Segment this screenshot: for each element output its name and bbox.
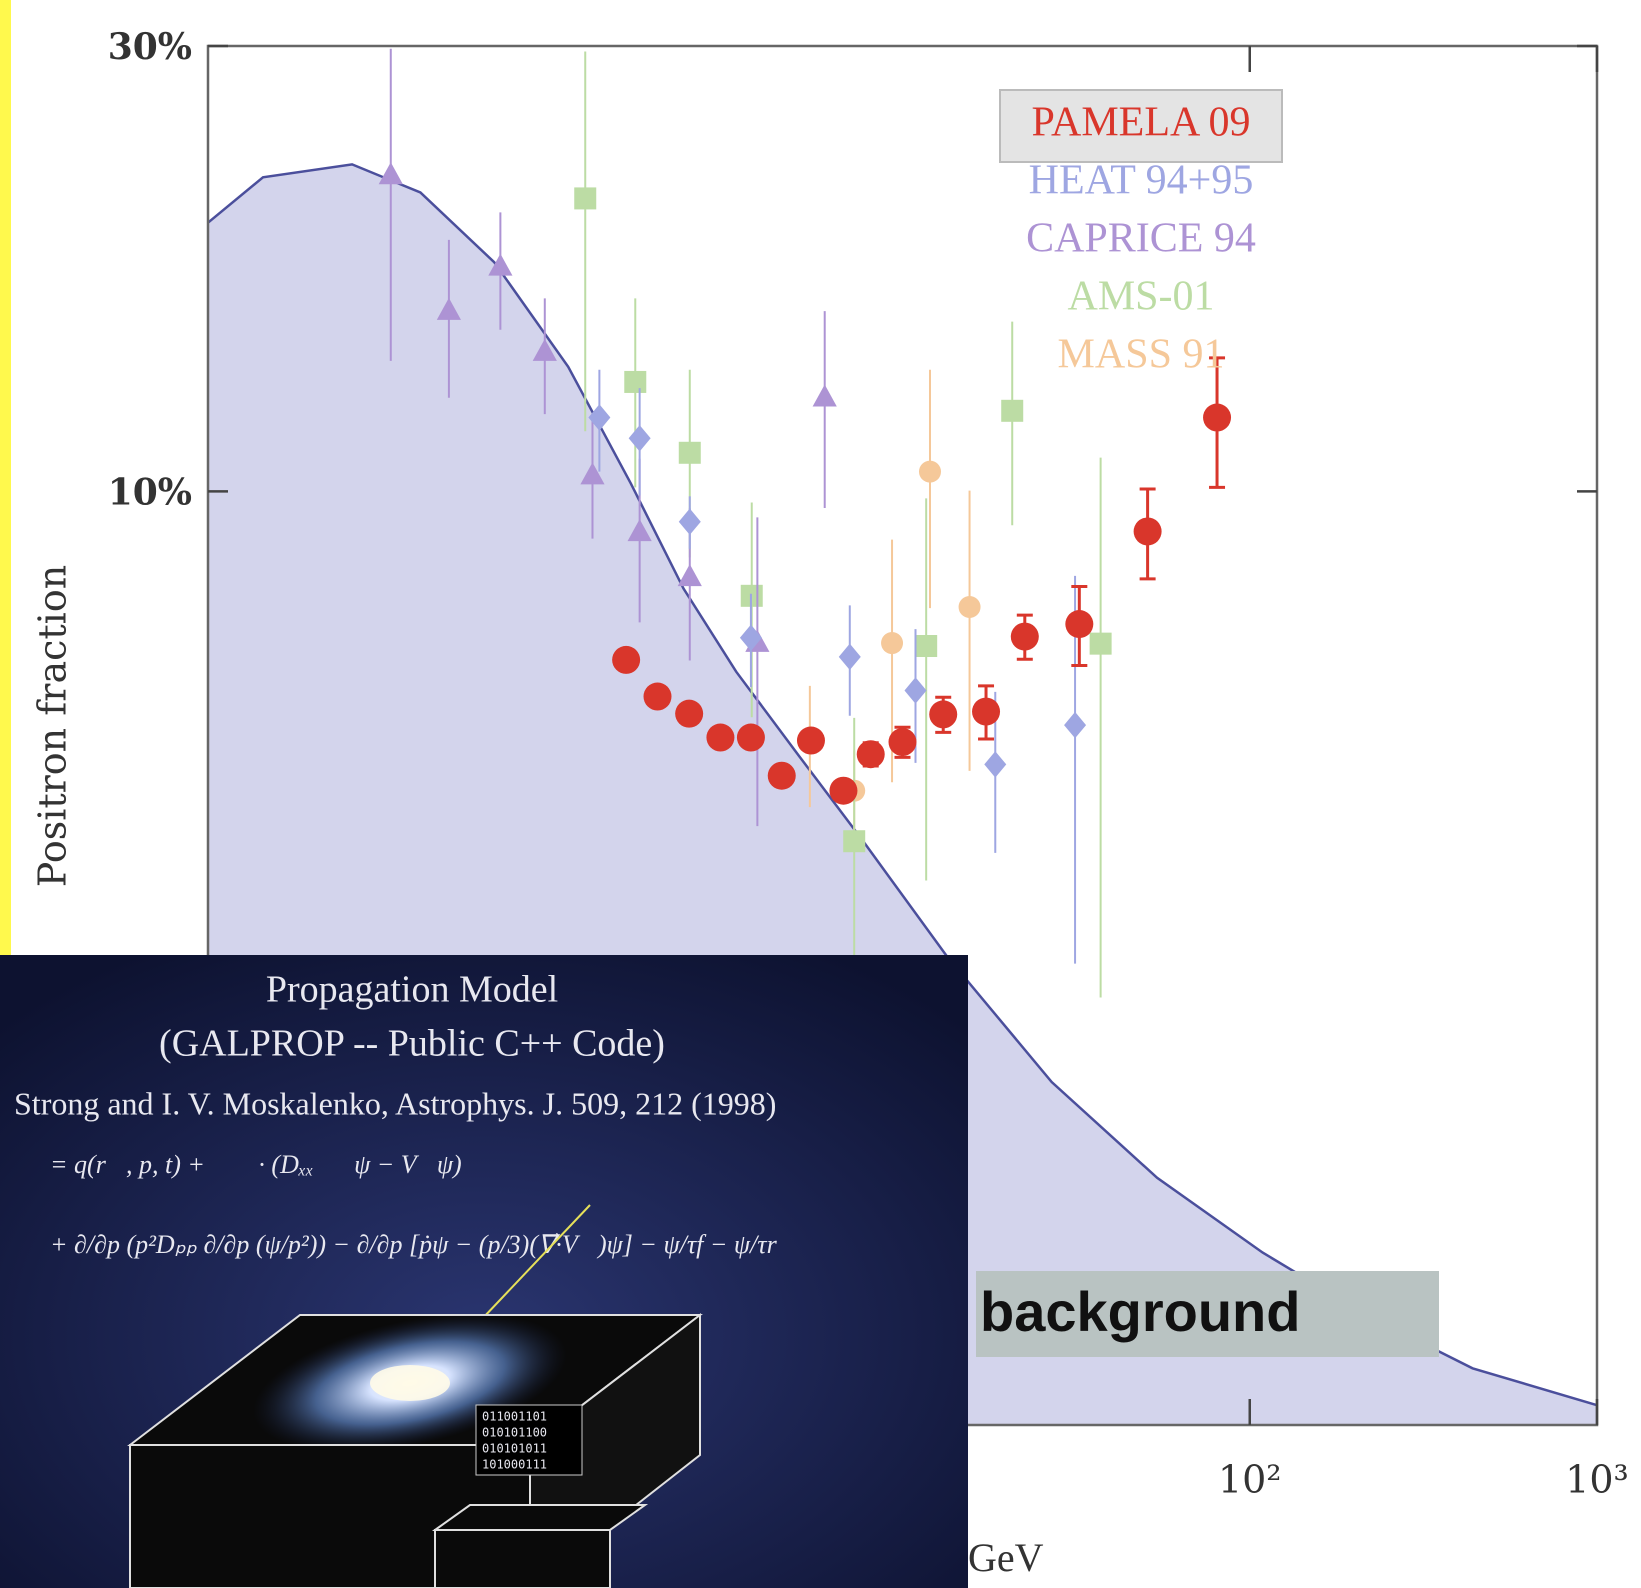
inset-citation: Strong and I. V. Moskalenko, Astrophys. … <box>14 1085 776 1121</box>
legend-label: PAMELA 09 <box>1031 100 1250 146</box>
inset-title: Propagation Model <box>266 969 558 1011</box>
y-tick-label: 30% <box>108 26 192 68</box>
marker <box>644 683 672 711</box>
marker <box>624 371 646 393</box>
marker <box>1090 633 1112 655</box>
binary-line: 101000111 <box>482 1458 547 1472</box>
x-tick-label: 10³ <box>1565 1458 1629 1502</box>
marker <box>889 728 917 756</box>
x-tick-label: 10² <box>1218 1458 1282 1502</box>
marker <box>984 751 1006 777</box>
x-axis-label: GeV <box>968 1535 1044 1580</box>
legend-label: AMS-01 <box>1067 274 1214 320</box>
marker <box>675 700 703 728</box>
annotation-label: background <box>980 1280 1300 1343</box>
marker <box>929 700 957 728</box>
galprop-inset: Propagation Model (GALPROP -- Public C++… <box>0 955 968 1588</box>
marker <box>379 162 403 184</box>
marker <box>813 385 837 407</box>
binary-line: 011001101 <box>482 1410 547 1424</box>
marker <box>797 727 825 755</box>
galaxy-core <box>370 1365 450 1401</box>
binary-line: 010101011 <box>482 1442 547 1456</box>
marker <box>768 762 796 790</box>
marker <box>1134 517 1162 545</box>
box-small <box>435 1530 610 1588</box>
marker <box>1065 610 1093 638</box>
marker <box>1011 623 1039 651</box>
marker <box>915 635 937 657</box>
marker <box>574 187 596 209</box>
marker <box>829 777 857 805</box>
legend-label: CAPRICE 94 <box>1026 216 1256 262</box>
marker <box>843 830 865 852</box>
marker <box>612 646 640 674</box>
equation-line: = q(r⃗, p, t) + ∇⃗ · (Dₓₓ∇⃗ψ − V⃗ψ) <box>50 1150 462 1179</box>
marker <box>679 442 701 464</box>
y-axis-label: Positron fraction <box>31 565 75 887</box>
marker <box>629 425 651 451</box>
marker <box>706 724 734 752</box>
marker <box>1001 400 1023 422</box>
marker <box>857 740 885 768</box>
legend-label: MASS 91 <box>1058 332 1225 378</box>
marker <box>1203 404 1231 432</box>
y-tick-label: 10% <box>108 471 192 513</box>
marker <box>737 724 765 752</box>
marker <box>919 461 941 483</box>
equation-line: + ∂/∂p (p²Dₚₚ ∂/∂p (ψ/p²)) − ∂/∂p [ṗψ − … <box>50 1230 778 1259</box>
legend-label: HEAT 94+95 <box>1029 158 1254 204</box>
marker <box>1064 712 1086 738</box>
inset-subtitle: (GALPROP -- Public C++ Code) <box>159 1023 665 1065</box>
binary-line: 010101100 <box>482 1426 547 1440</box>
page: Positron fraction GeV 10% 30% 10² 10³ PAMELA… <box>0 0 1641 1588</box>
marker <box>839 644 861 670</box>
marker <box>904 677 926 703</box>
box-small-top <box>435 1505 645 1530</box>
marker <box>959 596 981 618</box>
marker <box>679 509 701 535</box>
marker <box>972 698 1000 726</box>
marker <box>678 564 702 586</box>
marker <box>881 632 903 654</box>
